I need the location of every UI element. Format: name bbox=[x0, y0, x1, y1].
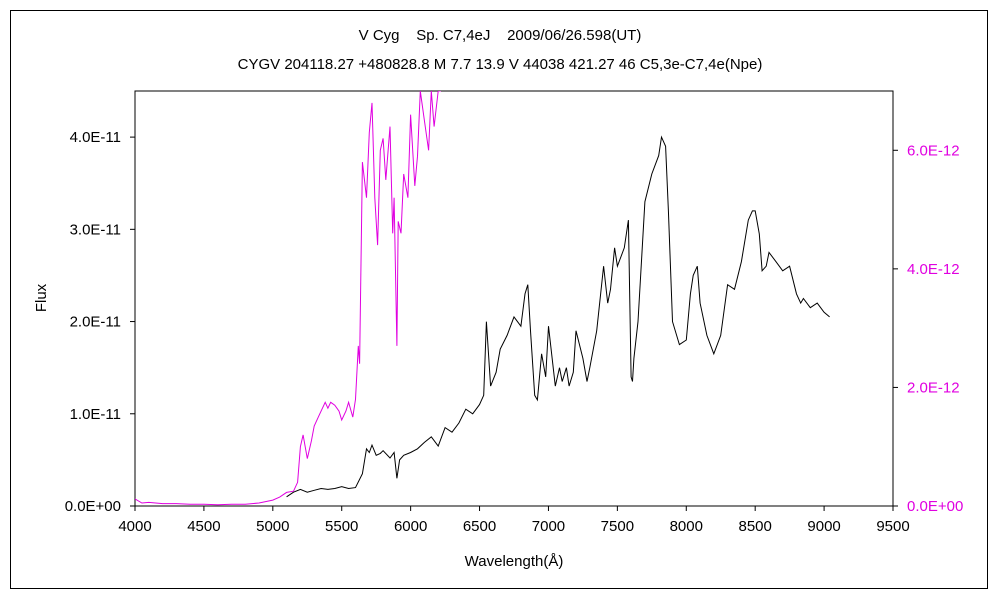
y-tick-label: 1.0E-11 bbox=[70, 406, 121, 423]
y-tick-label: 0.0E+00 bbox=[65, 498, 121, 515]
x-tick-label: 4000 bbox=[118, 518, 151, 535]
y-axis-left: 0.0E+00 1.0E-11 2.0E-11 3.0E-11 4.0E-11 bbox=[65, 129, 135, 515]
x-tick-label: 7000 bbox=[532, 518, 565, 535]
series-layer bbox=[135, 91, 830, 506]
plot-area bbox=[134, 90, 894, 507]
y-axis-right: 0.0E+00 2.0E-12 4.0E-12 6.0E-12 bbox=[893, 142, 963, 515]
x-tick-label: 9000 bbox=[807, 518, 840, 535]
y2-tick-label: 4.0E-12 bbox=[907, 261, 960, 278]
y-tick-label: 3.0E-11 bbox=[70, 221, 121, 238]
y2-tick-label: 0.0E+00 bbox=[907, 498, 963, 515]
x-tick-label: 6000 bbox=[394, 518, 427, 535]
x-tick-label: 4500 bbox=[187, 518, 220, 535]
black-spectrum-line bbox=[286, 135, 830, 498]
x-axis-label: Wavelength(Å) bbox=[465, 553, 564, 570]
y-tick-label: 2.0E-11 bbox=[70, 314, 121, 331]
x-tick-label: 7500 bbox=[601, 518, 634, 535]
magenta-spectrum-line bbox=[135, 91, 441, 506]
x-tick-label: 8500 bbox=[738, 518, 771, 535]
x-axis: 4000 4500 5000 5500 6000 6500 7000 7500 8000 8500… bbox=[118, 506, 910, 535]
y-tick-label: 4.0E-11 bbox=[70, 129, 121, 146]
y2-tick-label: 2.0E-12 bbox=[907, 379, 960, 396]
chart-frame bbox=[10, 10, 988, 589]
y2-tick-label: 6.0E-12 bbox=[907, 142, 960, 159]
x-tick-label: 9500 bbox=[876, 518, 909, 535]
x-tick-label: 5500 bbox=[325, 518, 358, 535]
x-tick-label: 6500 bbox=[463, 518, 496, 535]
x-tick-label: 5000 bbox=[256, 518, 289, 535]
chart-title: V Cyg Sp. C7,4eJ 2009/06/26.598(UT) bbox=[358, 27, 642, 44]
y-axis-label: Flux bbox=[33, 283, 50, 312]
chart-subtitle: CYGV 204118.27 +480828.8 M 7.7 13.9 V 44… bbox=[237, 56, 763, 73]
x-tick-label: 8000 bbox=[670, 518, 703, 535]
